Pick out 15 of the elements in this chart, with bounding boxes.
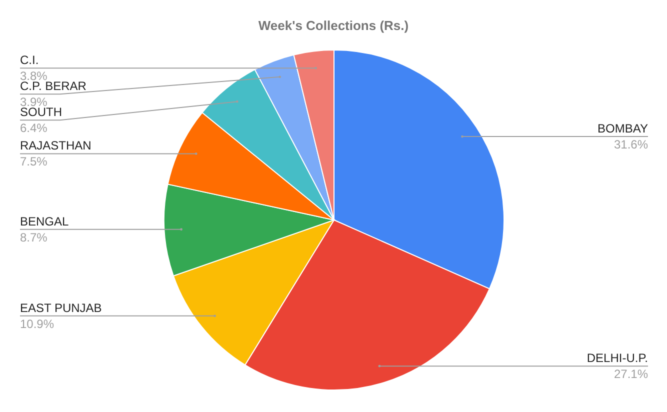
data-label: 27.1%: [614, 367, 648, 382]
data-label: 31.6%: [614, 138, 648, 152]
slice-label: BOMBAY: [598, 122, 648, 136]
data-label: 6.4%: [20, 121, 48, 136]
slice-label: DELHI-U.P.: [586, 351, 648, 366]
slice-label: C.I.: [20, 53, 39, 68]
slice-label: BENGAL: [20, 214, 70, 228]
slice-label: SOUTH: [20, 105, 62, 120]
data-label: 8.7%: [20, 230, 48, 244]
data-label: 7.5%: [20, 154, 48, 169]
chart-title: Week's Collections (Rs.): [258, 18, 409, 33]
data-label: 10.9%: [20, 316, 54, 331]
slice-label: EAST PUNJAB: [20, 300, 102, 315]
slice-label: RAJASTHAN: [20, 138, 92, 153]
slice-label: C.P. BERAR: [20, 79, 87, 94]
